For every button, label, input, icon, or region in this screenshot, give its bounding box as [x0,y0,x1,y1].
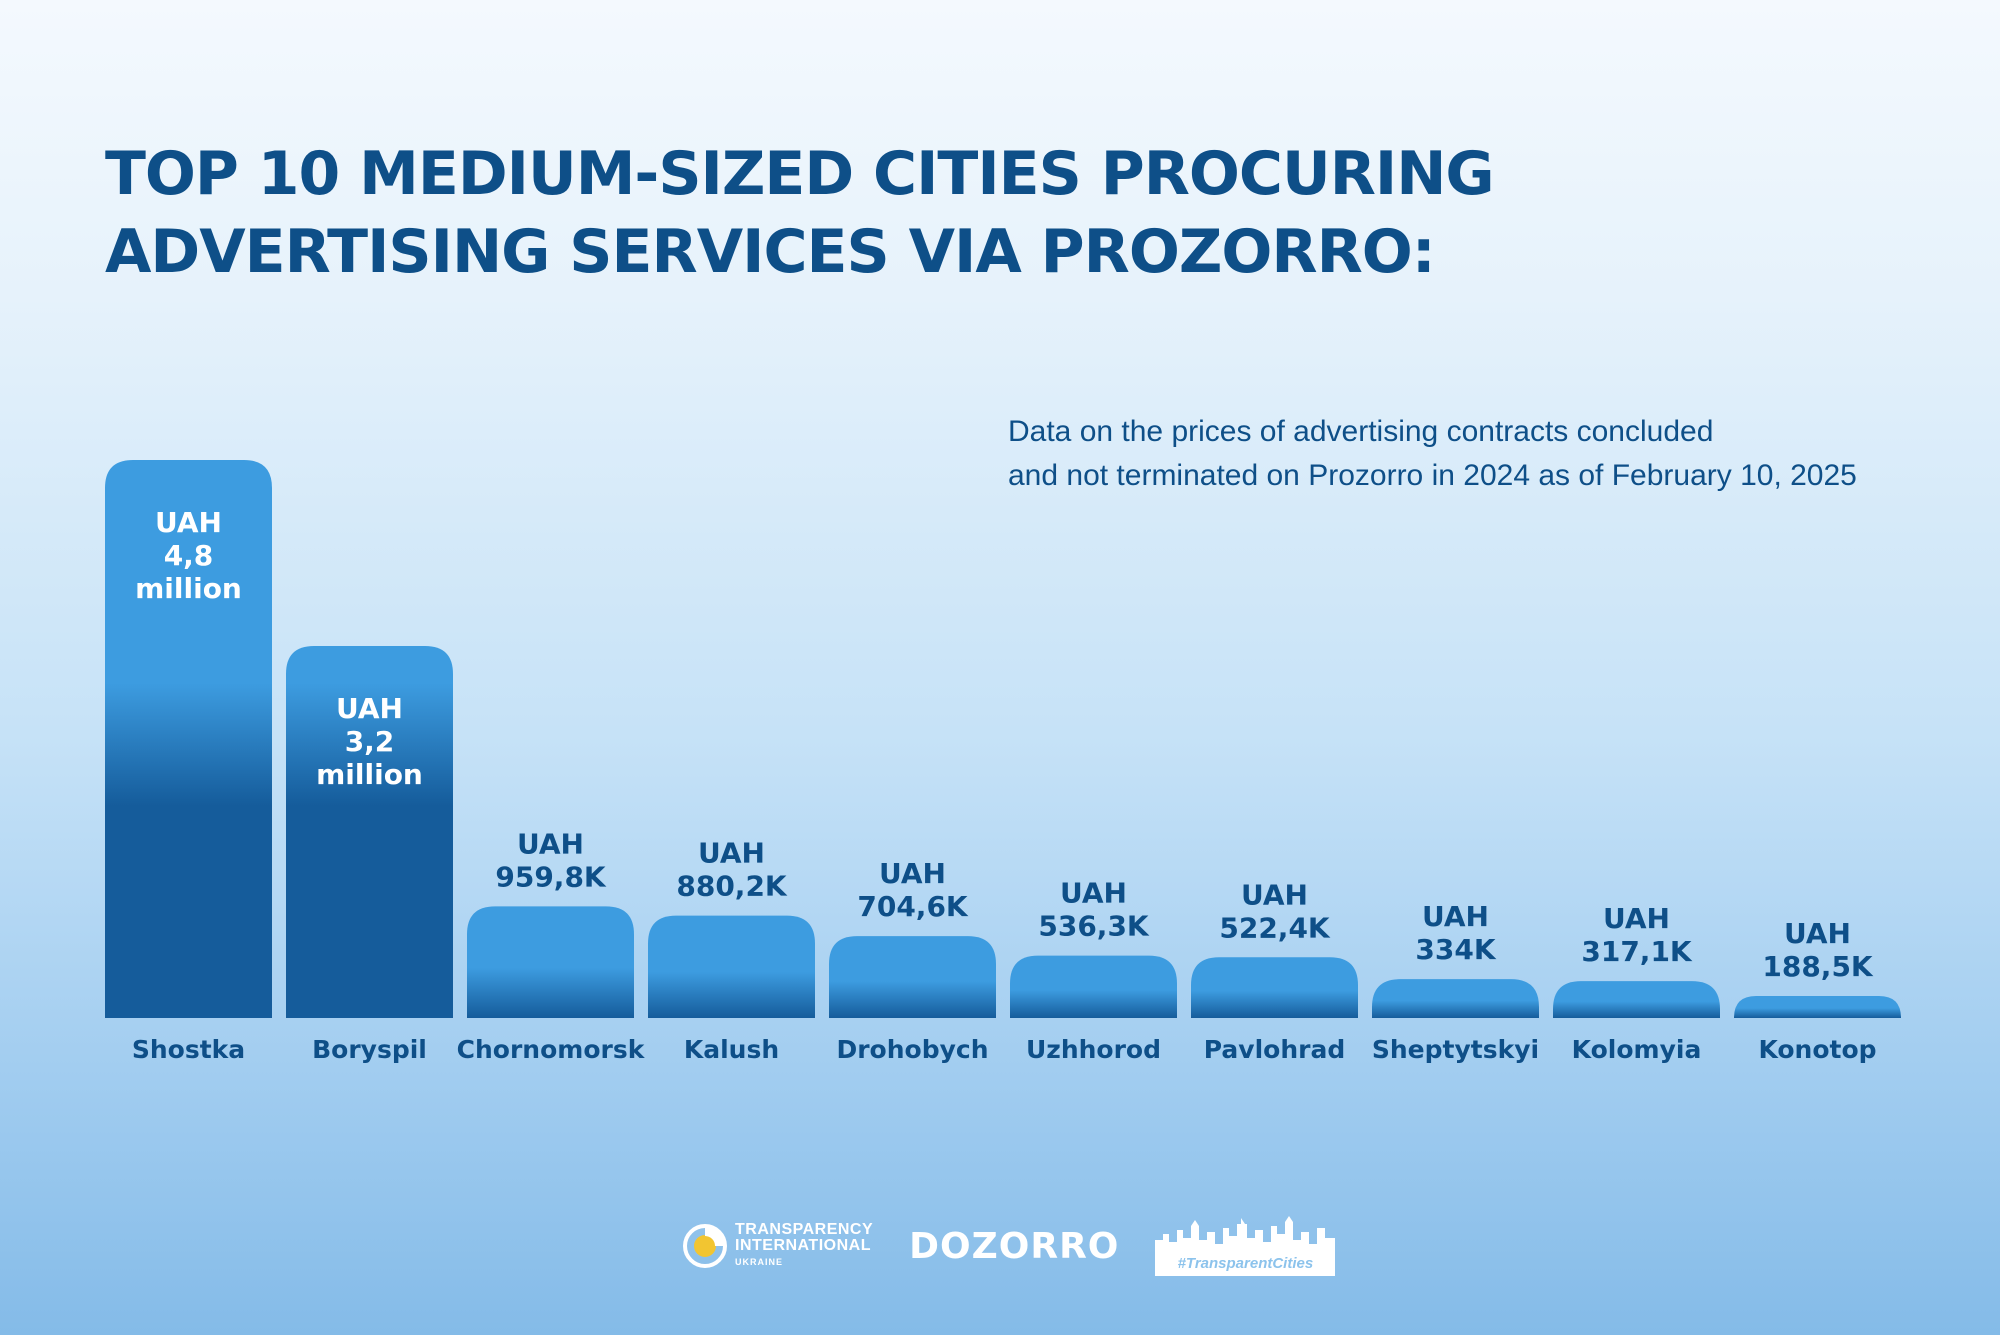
value-label-line: 704,6K [857,890,969,923]
chart-title: TOP 10 MEDIUM-SIZED CITIES PROCURING ADV… [105,139,1495,287]
value-label-boryspil: UAH 3,2 million [316,692,423,791]
value-label-line: UAH [1784,917,1851,950]
transparent-cities-logo: #TransparentCities [1155,1216,1336,1276]
value-label-line: UAH [879,857,946,890]
data-note: Data on the prices of advertising contra… [1008,410,1968,498]
bar-konotop [1734,996,1901,1018]
value-label-line: UAH [1241,878,1308,911]
ti-globe-icon [683,1224,727,1268]
data-note-line-2: and not terminated on Prozorro in 2024 a… [1008,459,1857,492]
transparent-cities-label: #TransparentCities [1155,1252,1336,1276]
value-label-uzhhorod: UAH 536,3K [1038,877,1150,943]
data-note-line-1: Data on the prices of advertising contra… [1008,415,1714,448]
value-label-sheptytskyi: UAH 334K [1415,900,1496,966]
value-label-drohobych: UAH 704,6K [857,857,969,923]
value-label-line: UAH [1603,902,1670,935]
bar-shostka [105,460,272,1018]
value-label-line: UAH [698,837,765,870]
value-label-line: 188,5K [1762,950,1874,983]
value-label-chornomorsk: UAH 959,8K [495,827,607,893]
value-label-line: UAH [155,506,222,539]
bar-chornomorsk [467,906,634,1018]
bar-kalush [648,915,815,1018]
ti-line-2: INTERNATIONAL [735,1237,871,1254]
value-label-line: 959,8K [495,860,607,893]
value-label-shostka: UAH 4,8 million [135,506,242,605]
bar-kolomyia [1553,981,1720,1018]
bar-boryspil [286,646,453,1018]
value-label-line: 880,2K [676,870,788,903]
value-label-pavlohrad: UAH 522,4K [1219,878,1331,944]
category-label-chornomorsk: Chornomorsk [457,1035,646,1064]
value-label-line: UAH [1060,877,1127,910]
logo-row: TRANSPARENCY INTERNATIONAL UKRAINE DOZOR… [683,1216,1336,1276]
city-skyline-icon [1155,1216,1336,1256]
value-label-line: million [316,758,423,791]
bar-pavlohrad [1191,957,1358,1018]
category-label-sheptytskyi: Sheptytskyi [1372,1035,1539,1064]
value-label-line: UAH [1422,900,1489,933]
value-label-line: 4,8 [164,539,214,572]
bar-uzhhorod [1010,955,1177,1018]
value-label-line: UAH [517,827,584,860]
value-label-line: 522,4K [1219,911,1331,944]
transparency-international-logo: TRANSPARENCY INTERNATIONAL UKRAINE [683,1222,873,1270]
ti-line-1: TRANSPARENCY [735,1221,874,1238]
category-label-shostka: Shostka [132,1035,245,1064]
value-label-line: 536,3K [1038,910,1150,943]
category-label-boryspil: Boryspil [312,1035,427,1064]
dozorro-logo: DOZORRO [909,1225,1120,1267]
value-label-kolomyia: UAH 317,1K [1581,902,1693,968]
value-label-line: 3,2 [345,725,395,758]
bar-sheptytskyi [1372,979,1539,1018]
category-label-uzhhorod: Uzhhorod [1026,1035,1161,1064]
value-label-kalush: UAH 880,2K [676,837,788,903]
category-label-pavlohrad: Pavlohrad [1204,1035,1345,1064]
ti-line-3: UKRAINE [735,1257,784,1267]
value-label-konotop: UAH 188,5K [1762,917,1874,983]
value-label-line: 334K [1415,933,1496,966]
category-label-drohobych: Drohobych [836,1035,988,1064]
value-label-line: UAH [336,692,403,725]
value-label-line: million [135,572,242,605]
category-label-kolomyia: Kolomyia [1572,1035,1702,1064]
value-label-line: 317,1K [1581,935,1693,968]
bar-drohobych [829,936,996,1018]
category-label-kalush: Kalush [684,1035,779,1064]
category-label-konotop: Konotop [1758,1035,1876,1064]
